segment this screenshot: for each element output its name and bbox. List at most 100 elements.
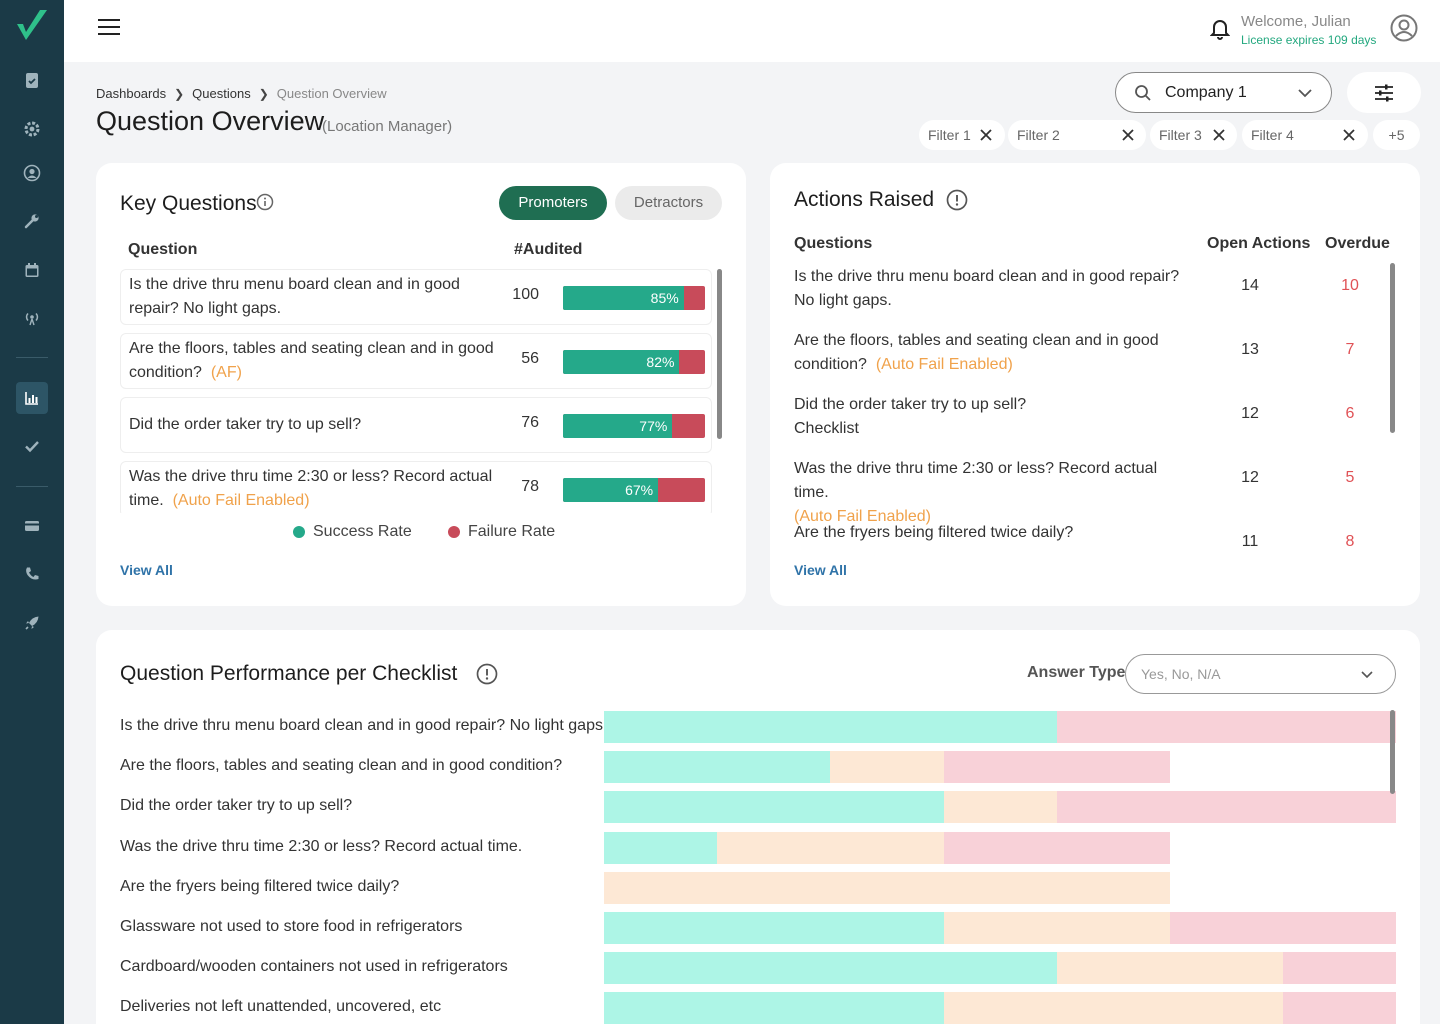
sidebar [0, 0, 64, 1024]
yes-segment [604, 751, 831, 784]
success-rate-fill: 82% [563, 350, 680, 374]
question-text: Are the fryers being filtered twice dail… [794, 521, 1194, 545]
sidebar-item-support[interactable] [16, 558, 48, 590]
open-actions-count: 11 [1241, 533, 1259, 547]
answer-type-placeholder: Yes, No, N/A [1141, 666, 1221, 682]
breadcrumb-dashboards[interactable]: Dashboards [96, 86, 167, 101]
list-item[interactable]: Cardboard/wooden containers not used in … [120, 952, 1397, 985]
sidebar-item-tools[interactable] [16, 205, 48, 237]
gear-icon [24, 121, 40, 137]
filter-settings-button[interactable] [1347, 72, 1421, 113]
company-select-value: Company 1 [1165, 84, 1247, 101]
list-item[interactable]: Is the drive thru menu board clean and i… [120, 711, 1397, 743]
no-segment [1056, 791, 1397, 824]
filter-chip[interactable]: Filter 2 [1008, 120, 1146, 150]
audited-count: 100 [512, 286, 539, 303]
table-row[interactable]: Did the order taker try to up sell? 76 77% [120, 397, 712, 453]
legend-success: Success Rate [293, 523, 412, 541]
list-item[interactable]: Are the floors, tables and seating clean… [120, 751, 1386, 784]
answer-type-select[interactable]: Yes, No, N/A [1125, 654, 1396, 694]
na-segment [943, 992, 1284, 1024]
bell-icon[interactable] [1210, 17, 1230, 41]
na-segment [830, 751, 944, 784]
yes-segment [604, 831, 718, 864]
scrollbar-thumb[interactable] [1390, 710, 1395, 794]
auto-fail-tag: (Auto Fail Enabled) [794, 508, 931, 525]
scrollbar-thumb[interactable] [717, 269, 722, 439]
list-item[interactable]: Did the order taker try to up sell? [120, 791, 1397, 824]
broadcast-icon [25, 312, 39, 326]
filter-chip[interactable]: Filter 1 [919, 120, 1005, 150]
scrollbar-thumb[interactable] [1390, 263, 1395, 433]
info-icon[interactable] [476, 663, 498, 685]
question-text: Was the drive thru time 2:30 or less? Re… [129, 465, 499, 513]
view-all-link[interactable]: View All [120, 562, 173, 578]
app-logo[interactable] [14, 6, 50, 46]
scrollbar[interactable] [717, 269, 722, 439]
table-row[interactable]: Are the floors, tables and seating clean… [794, 325, 1394, 389]
breadcrumb-questions[interactable]: Questions [192, 86, 251, 101]
menu-icon[interactable] [98, 19, 120, 39]
sidebar-item-reports[interactable] [16, 382, 48, 414]
breadcrumb-current: Question Overview [276, 86, 387, 101]
sidebar-item-broadcast[interactable] [16, 302, 48, 334]
question-label: Was the drive thru time 2:30 or less? Re… [129, 468, 493, 509]
close-icon[interactable] [979, 128, 993, 142]
sidebar-item-billing[interactable] [16, 510, 48, 542]
sidebar-item-launch[interactable] [16, 607, 48, 639]
question-label: Are the fryers being filtered twice dail… [794, 524, 1074, 541]
actions-list: Is the drive thru menu board clean and i… [794, 261, 1400, 547]
yes-segment [604, 912, 944, 944]
tab-promoters[interactable]: Promoters [499, 186, 607, 220]
answer-distribution-bar [604, 912, 1397, 944]
more-filters-chip[interactable]: +5 [1373, 120, 1420, 150]
breadcrumb: Dashboards ❯ Questions ❯ Question Overvi… [96, 86, 387, 101]
filter-chip[interactable]: Filter 3 [1150, 120, 1237, 150]
info-icon[interactable] [256, 193, 274, 211]
column-header-audited: #Audited [514, 241, 583, 258]
close-icon[interactable] [1342, 128, 1356, 142]
info-icon[interactable] [946, 189, 968, 211]
company-select[interactable]: Company 1 [1115, 72, 1332, 113]
list-item[interactable]: Glassware not used to store food in refr… [120, 912, 1397, 944]
scrollbar[interactable] [1390, 710, 1395, 794]
answer-distribution-bar [604, 871, 1170, 904]
sidebar-item-checklists[interactable] [16, 64, 48, 96]
table-row[interactable]: Are the fryers being filtered twice dail… [794, 517, 1394, 547]
table-row[interactable]: Did the order taker try to up sell? Chec… [794, 389, 1394, 453]
table-row[interactable]: Is the drive thru menu board clean and i… [120, 269, 712, 325]
phone-icon [26, 567, 39, 580]
list-item[interactable]: Was the drive thru time 2:30 or less? Re… [120, 831, 1386, 864]
auto-fail-tag: (Auto Fail Enabled) [875, 356, 1013, 373]
success-dot [293, 526, 305, 538]
question-text: Did the order taker try to up sell? Chec… [794, 393, 1194, 441]
tab-detractors[interactable]: Detractors [615, 186, 722, 220]
na-segment [717, 831, 944, 864]
legend-failure-label: Failure Rate [468, 523, 556, 540]
top-bar: Welcome, Julian License expires 109 days [64, 0, 1440, 62]
list-item[interactable]: Are the fryers being filtered twice dail… [120, 871, 1386, 904]
answer-distribution-bar [604, 831, 1170, 864]
table-row[interactable]: Was the drive thru time 2:30 or less? Re… [120, 461, 712, 513]
legend-failure: Failure Rate [448, 523, 555, 541]
sidebar-item-calendar[interactable] [16, 254, 48, 286]
sidebar-item-settings[interactable] [16, 113, 48, 145]
overdue-count: 6 [1345, 405, 1355, 422]
list-item[interactable]: Deliveries not left unattended, uncovere… [120, 992, 1397, 1024]
close-icon[interactable] [1212, 128, 1226, 142]
sidebar-divider [16, 486, 48, 487]
table-row[interactable]: Are the floors, tables and seating clean… [120, 333, 712, 389]
sidebar-item-tasks[interactable] [16, 430, 48, 462]
sidebar-item-users[interactable] [16, 157, 48, 189]
account-icon[interactable] [1390, 14, 1418, 42]
open-actions-count: 14 [1241, 277, 1259, 294]
filter-chip[interactable]: Filter 4 [1242, 120, 1368, 150]
filter-chip-label: Filter 3 [1159, 127, 1202, 143]
question-label: Was the drive thru time 2:30 or less? Re… [120, 837, 523, 855]
view-all-link[interactable]: View All [794, 562, 847, 578]
audited-count: 78 [521, 478, 539, 495]
table-row[interactable]: Is the drive thru menu board clean and i… [794, 261, 1394, 325]
close-icon[interactable] [1121, 128, 1135, 142]
table-row[interactable]: Was the drive thru time 2:30 or less? Re… [794, 453, 1394, 525]
scrollbar[interactable] [1390, 263, 1395, 433]
